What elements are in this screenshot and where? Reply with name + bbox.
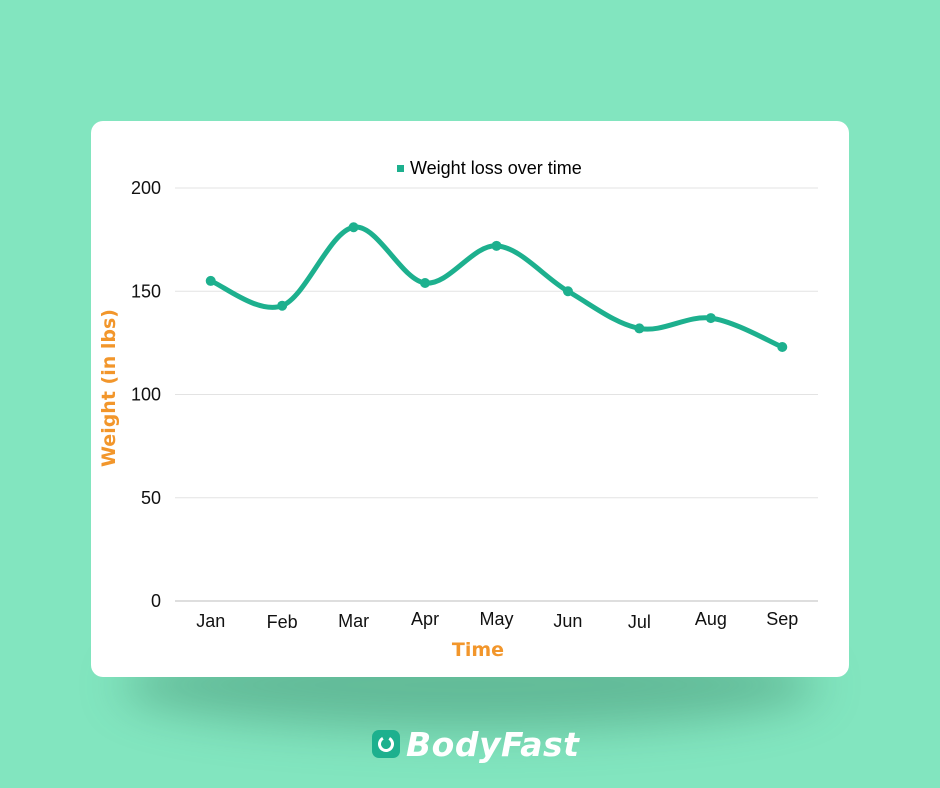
y-tick-label: 0 <box>151 591 161 611</box>
data-point <box>420 277 431 288</box>
x-tick-label: Jun <box>553 611 582 631</box>
series-line <box>208 224 785 350</box>
x-tick-label: Aug <box>695 609 727 629</box>
data-point <box>705 313 716 324</box>
x-tick-label: Sep <box>766 609 798 629</box>
y-tick-label: 200 <box>131 178 161 198</box>
y-tick-label: 150 <box>131 281 161 301</box>
bodyfast-logo: BodyFast <box>372 722 579 766</box>
x-axis-title: Time <box>451 639 505 661</box>
y-tick-label: 100 <box>131 385 161 405</box>
data-point <box>277 300 288 311</box>
data-point <box>348 222 359 233</box>
data-point <box>205 275 216 286</box>
data-point <box>562 286 573 297</box>
logo-word-body: Body <box>406 724 501 764</box>
chart-legend: Weight loss over time <box>397 158 582 179</box>
x-tick-label: Feb <box>267 612 298 632</box>
logo-word-fast: Fast <box>500 724 580 764</box>
power-ring-icon <box>372 730 400 758</box>
data-point <box>634 323 645 334</box>
legend-label: Weight loss over time <box>410 158 582 178</box>
legend-swatch <box>397 165 404 172</box>
data-point <box>777 342 788 353</box>
chart-card: 0 50 100 150 200 Jan Feb Mar Apr May Jun Jul Aug Sep … <box>91 121 849 677</box>
x-tick-label: Mar <box>338 611 369 631</box>
x-tick-label: Apr <box>411 609 439 629</box>
logo-wordmark: BodyFast <box>406 725 579 764</box>
y-tick-label: 50 <box>141 488 161 508</box>
data-point <box>491 240 502 251</box>
y-axis-title: Weight (in lbs) <box>98 309 120 467</box>
x-tick-label: Jan <box>196 611 225 631</box>
line-chart: 0 50 100 150 200 Jan Feb Mar Apr May Jun Jul Aug Sep <box>131 178 818 632</box>
x-tick-label: Jul <box>628 612 651 632</box>
x-tick-label: May <box>479 609 513 629</box>
